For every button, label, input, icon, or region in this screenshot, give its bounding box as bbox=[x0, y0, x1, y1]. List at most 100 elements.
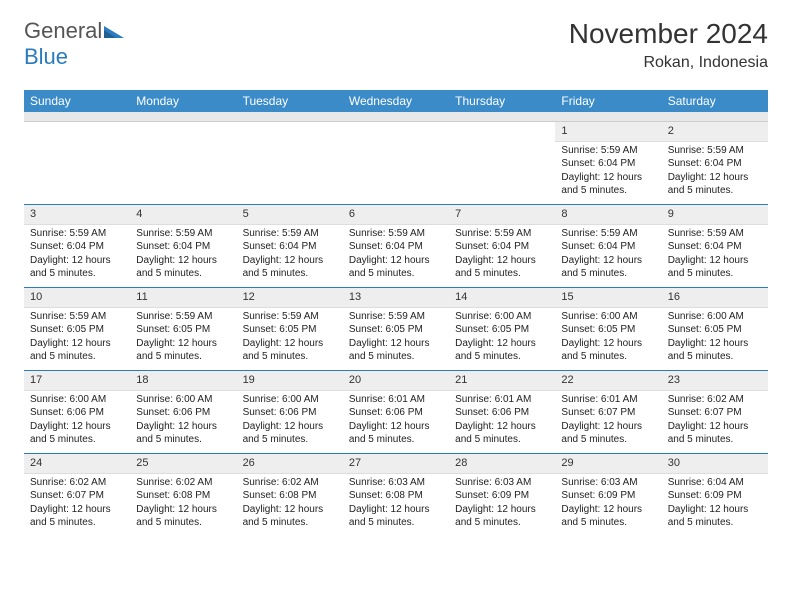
sunrise: Sunrise: 5:59 AM bbox=[30, 227, 124, 241]
calendar: Sunday Monday Tuesday Wednesday Thursday… bbox=[24, 90, 768, 536]
sunset: Sunset: 6:06 PM bbox=[455, 406, 549, 420]
sunset: Sunset: 6:05 PM bbox=[30, 323, 124, 337]
sunset: Sunset: 6:04 PM bbox=[136, 240, 230, 254]
daylight: Daylight: 12 hours and 5 minutes. bbox=[668, 420, 762, 447]
day-cell: 25Sunrise: 6:02 AMSunset: 6:08 PMDayligh… bbox=[130, 454, 236, 536]
day-info: Sunrise: 6:02 AMSunset: 6:08 PMDaylight:… bbox=[237, 474, 343, 536]
day-cell: 27Sunrise: 6:03 AMSunset: 6:08 PMDayligh… bbox=[343, 454, 449, 536]
day-number: 30 bbox=[662, 454, 768, 474]
sunset: Sunset: 6:04 PM bbox=[30, 240, 124, 254]
sunset: Sunset: 6:09 PM bbox=[455, 489, 549, 503]
sunrise: Sunrise: 6:03 AM bbox=[455, 476, 549, 490]
day-info: Sunrise: 5:59 AMSunset: 6:04 PMDaylight:… bbox=[343, 225, 449, 287]
sunrise: Sunrise: 6:00 AM bbox=[30, 393, 124, 407]
week-row: 17Sunrise: 6:00 AMSunset: 6:06 PMDayligh… bbox=[24, 370, 768, 453]
daylight: Daylight: 12 hours and 5 minutes. bbox=[243, 337, 337, 364]
sunrise: Sunrise: 6:02 AM bbox=[30, 476, 124, 490]
logo-word-general: General bbox=[24, 18, 102, 43]
sunset: Sunset: 6:06 PM bbox=[136, 406, 230, 420]
daylight: Daylight: 12 hours and 5 minutes. bbox=[561, 337, 655, 364]
daylight: Daylight: 12 hours and 5 minutes. bbox=[243, 254, 337, 281]
sunset: Sunset: 6:05 PM bbox=[243, 323, 337, 337]
day-cell: 10Sunrise: 5:59 AMSunset: 6:05 PMDayligh… bbox=[24, 288, 130, 370]
day-cell: 3Sunrise: 5:59 AMSunset: 6:04 PMDaylight… bbox=[24, 205, 130, 287]
logo-flag-icon bbox=[104, 18, 124, 44]
sunrise: Sunrise: 6:02 AM bbox=[668, 393, 762, 407]
day-info: Sunrise: 6:02 AMSunset: 6:08 PMDaylight:… bbox=[130, 474, 236, 536]
daylight: Daylight: 12 hours and 5 minutes. bbox=[561, 420, 655, 447]
location: Rokan, Indonesia bbox=[569, 54, 768, 72]
weekday-sat: Saturday bbox=[662, 90, 768, 112]
sunset: Sunset: 6:05 PM bbox=[349, 323, 443, 337]
week-row: 10Sunrise: 5:59 AMSunset: 6:05 PMDayligh… bbox=[24, 287, 768, 370]
day-cell bbox=[130, 122, 236, 204]
weeks-container: 1Sunrise: 5:59 AMSunset: 6:04 PMDaylight… bbox=[24, 122, 768, 536]
daylight: Daylight: 12 hours and 5 minutes. bbox=[561, 503, 655, 530]
day-number: 18 bbox=[130, 371, 236, 391]
sunrise: Sunrise: 5:59 AM bbox=[455, 227, 549, 241]
day-cell: 17Sunrise: 6:00 AMSunset: 6:06 PMDayligh… bbox=[24, 371, 130, 453]
sunrise: Sunrise: 6:00 AM bbox=[136, 393, 230, 407]
sunrise: Sunrise: 6:01 AM bbox=[561, 393, 655, 407]
sunrise: Sunrise: 6:04 AM bbox=[668, 476, 762, 490]
day-cell: 22Sunrise: 6:01 AMSunset: 6:07 PMDayligh… bbox=[555, 371, 661, 453]
sunset: Sunset: 6:07 PM bbox=[30, 489, 124, 503]
daylight: Daylight: 12 hours and 5 minutes. bbox=[136, 254, 230, 281]
day-cell: 20Sunrise: 6:01 AMSunset: 6:06 PMDayligh… bbox=[343, 371, 449, 453]
day-number: 16 bbox=[662, 288, 768, 308]
daylight: Daylight: 12 hours and 5 minutes. bbox=[455, 254, 549, 281]
day-cell: 30Sunrise: 6:04 AMSunset: 6:09 PMDayligh… bbox=[662, 454, 768, 536]
sunset: Sunset: 6:04 PM bbox=[243, 240, 337, 254]
day-number bbox=[449, 122, 555, 126]
sunrise: Sunrise: 6:00 AM bbox=[561, 310, 655, 324]
sunrise: Sunrise: 6:01 AM bbox=[349, 393, 443, 407]
day-number: 23 bbox=[662, 371, 768, 391]
month-title: November 2024 bbox=[569, 18, 768, 50]
daylight: Daylight: 12 hours and 5 minutes. bbox=[455, 503, 549, 530]
daylight: Daylight: 12 hours and 5 minutes. bbox=[668, 171, 762, 198]
sunset: Sunset: 6:05 PM bbox=[136, 323, 230, 337]
sub-header-strip bbox=[24, 112, 768, 122]
daylight: Daylight: 12 hours and 5 minutes. bbox=[136, 420, 230, 447]
daylight: Daylight: 12 hours and 5 minutes. bbox=[455, 420, 549, 447]
day-number: 3 bbox=[24, 205, 130, 225]
weekday-tue: Tuesday bbox=[237, 90, 343, 112]
day-info: Sunrise: 5:59 AMSunset: 6:05 PMDaylight:… bbox=[130, 308, 236, 370]
sunrise: Sunrise: 6:03 AM bbox=[561, 476, 655, 490]
day-number: 13 bbox=[343, 288, 449, 308]
day-info: Sunrise: 5:59 AMSunset: 6:04 PMDaylight:… bbox=[449, 225, 555, 287]
day-number: 2 bbox=[662, 122, 768, 142]
day-info: Sunrise: 5:59 AMSunset: 6:04 PMDaylight:… bbox=[555, 142, 661, 204]
weekday-sun: Sunday bbox=[24, 90, 130, 112]
daylight: Daylight: 12 hours and 5 minutes. bbox=[455, 337, 549, 364]
day-cell: 14Sunrise: 6:00 AMSunset: 6:05 PMDayligh… bbox=[449, 288, 555, 370]
day-info: Sunrise: 6:00 AMSunset: 6:06 PMDaylight:… bbox=[237, 391, 343, 453]
day-info: Sunrise: 6:02 AMSunset: 6:07 PMDaylight:… bbox=[24, 474, 130, 536]
day-cell: 28Sunrise: 6:03 AMSunset: 6:09 PMDayligh… bbox=[449, 454, 555, 536]
day-number: 21 bbox=[449, 371, 555, 391]
day-cell bbox=[24, 122, 130, 204]
daylight: Daylight: 12 hours and 5 minutes. bbox=[30, 337, 124, 364]
day-cell: 26Sunrise: 6:02 AMSunset: 6:08 PMDayligh… bbox=[237, 454, 343, 536]
daylight: Daylight: 12 hours and 5 minutes. bbox=[136, 337, 230, 364]
day-cell: 24Sunrise: 6:02 AMSunset: 6:07 PMDayligh… bbox=[24, 454, 130, 536]
sunrise: Sunrise: 5:59 AM bbox=[561, 227, 655, 241]
day-cell bbox=[343, 122, 449, 204]
logo: General Blue bbox=[24, 18, 124, 70]
logo-text: General Blue bbox=[24, 18, 124, 70]
daylight: Daylight: 12 hours and 5 minutes. bbox=[561, 254, 655, 281]
sunset: Sunset: 6:06 PM bbox=[30, 406, 124, 420]
weekday-fri: Friday bbox=[555, 90, 661, 112]
weekday-mon: Monday bbox=[130, 90, 236, 112]
daylight: Daylight: 12 hours and 5 minutes. bbox=[561, 171, 655, 198]
daylight: Daylight: 12 hours and 5 minutes. bbox=[243, 503, 337, 530]
day-number: 27 bbox=[343, 454, 449, 474]
sunrise: Sunrise: 6:02 AM bbox=[243, 476, 337, 490]
day-info: Sunrise: 5:59 AMSunset: 6:04 PMDaylight:… bbox=[662, 225, 768, 287]
day-number: 6 bbox=[343, 205, 449, 225]
sunrise: Sunrise: 5:59 AM bbox=[243, 310, 337, 324]
week-row: 1Sunrise: 5:59 AMSunset: 6:04 PMDaylight… bbox=[24, 122, 768, 204]
weekday-wed: Wednesday bbox=[343, 90, 449, 112]
sunset: Sunset: 6:08 PM bbox=[349, 489, 443, 503]
day-info: Sunrise: 6:01 AMSunset: 6:06 PMDaylight:… bbox=[449, 391, 555, 453]
